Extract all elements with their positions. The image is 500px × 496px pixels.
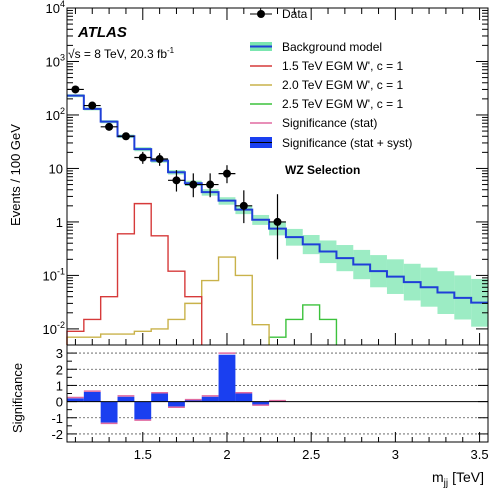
y-tick-label: 10-1 (43, 266, 65, 283)
y-tick-label: 10 (49, 161, 63, 176)
signal-2-5tev-line (268, 304, 338, 345)
data-marker (222, 169, 231, 178)
data-point (184, 173, 202, 198)
legend-wp25: 2.5 TeV EGM W', c = 1 (250, 97, 403, 111)
signal-1-5tev-line (66, 202, 203, 345)
x-tick-label: 3 (392, 447, 399, 462)
x-tick-label: 1.5 (134, 447, 152, 462)
x-tick-label: 2 (223, 447, 230, 462)
significance-bar (184, 399, 202, 402)
y-tick-label: 1 (56, 215, 63, 230)
selection-label: WZ Selection (285, 163, 360, 177)
data-point (269, 194, 286, 260)
y-tick-label: 104 (46, 0, 65, 16)
energy-label: √s = 8 TeV, 20.3 fb-1 (68, 46, 175, 61)
data-marker (88, 101, 97, 110)
significance-bar (252, 401, 270, 405)
data-marker (155, 155, 164, 164)
svg-text:1.5 TeV EGM W', c = 1: 1.5 TeV EGM W', c = 1 (282, 59, 403, 73)
main-annotations: ATLAS √s = 8 TeV, 20.3 fb-1 WZ Selection (68, 24, 360, 177)
main-y-axis-label: Events / 100 GeV (8, 124, 23, 226)
data-marker (206, 180, 215, 189)
ratio-y-axis-label: Significance (10, 363, 25, 433)
significance-bar (151, 393, 169, 402)
data-points (67, 85, 286, 260)
data-marker (121, 132, 130, 141)
data-point (151, 153, 169, 166)
data-point (235, 190, 253, 224)
ratio-gridlines (67, 352, 488, 435)
legend-sig-syst: Significance (stat + syst) (250, 136, 412, 150)
signal-2-0tev-line (66, 256, 270, 345)
ratio-y-tick-label: -2 (51, 427, 63, 442)
svg-text:Significance (stat + syst): Significance (stat + syst) (282, 136, 412, 150)
main-axes: 10-2 10-1 1 10 102 103 104 (43, 0, 489, 346)
ratio-y-tick-label: 2 (56, 362, 63, 377)
significance-bar (83, 391, 101, 402)
significance-bars (67, 352, 488, 425)
ratio-frame (66, 344, 489, 443)
data-point (117, 132, 135, 141)
data-marker (189, 180, 198, 189)
legend-wp20: 2.0 TeV EGM W', c = 1 (250, 78, 403, 92)
main-plot-panel: 10-2 10-1 1 10 102 103 104 ATLAS √s = 8 TeV, 2… (8, 0, 489, 346)
data-point (100, 122, 118, 131)
legend: Data Background model 1.5 TeV EGM W', c … (250, 7, 412, 150)
data-point (83, 101, 101, 110)
svg-text:Significance (stat): Significance (stat) (282, 116, 377, 130)
significance-bar (201, 396, 219, 402)
data-marker (105, 122, 114, 131)
y-tick-label: 103 (46, 52, 65, 69)
data-point (134, 151, 152, 164)
significance-bar (67, 398, 84, 402)
data-point (201, 173, 219, 198)
data-marker (71, 85, 80, 94)
data-point (168, 170, 185, 192)
x-tick-label: 3.5 (471, 447, 489, 462)
significance-bar (218, 354, 236, 402)
significance-bar (134, 401, 152, 420)
svg-text:Data: Data (282, 7, 308, 21)
ratio-y-tick-label: 3 (56, 346, 63, 361)
atlas-label: ATLAS (77, 24, 127, 41)
legend-wp15: 1.5 TeV EGM W', c = 1 (250, 59, 403, 73)
svg-text:Background model: Background model (282, 40, 382, 54)
y-tick-label: 102 (46, 106, 65, 123)
significance-bar (235, 393, 253, 402)
data-point (218, 165, 236, 184)
legend-background: Background model (250, 40, 382, 54)
significance-bar (100, 401, 118, 423)
x-axis-label: mjj [TeV] (432, 469, 484, 489)
x-tick-label: 2.5 (302, 447, 320, 462)
ratio-y-tick-label: 1 (56, 378, 63, 393)
legend-data: Data (250, 7, 308, 21)
y-tick-label: 10-2 (43, 320, 65, 337)
legend-sig-stat: Significance (stat) (250, 116, 377, 130)
data-marker (239, 201, 248, 210)
svg-text:2.5 TeV EGM W', c = 1: 2.5 TeV EGM W', c = 1 (282, 97, 403, 111)
ratio-y-tick-label: 0 (56, 395, 63, 410)
svg-text:2.0 TeV EGM W', c = 1: 2.0 TeV EGM W', c = 1 (282, 78, 403, 92)
data-marker (273, 217, 282, 226)
data-marker (172, 176, 181, 185)
significance-bar (168, 401, 185, 407)
significance-bar (117, 396, 135, 402)
ratio-y-tick-label: -1 (51, 411, 63, 426)
data-marker (138, 153, 147, 162)
